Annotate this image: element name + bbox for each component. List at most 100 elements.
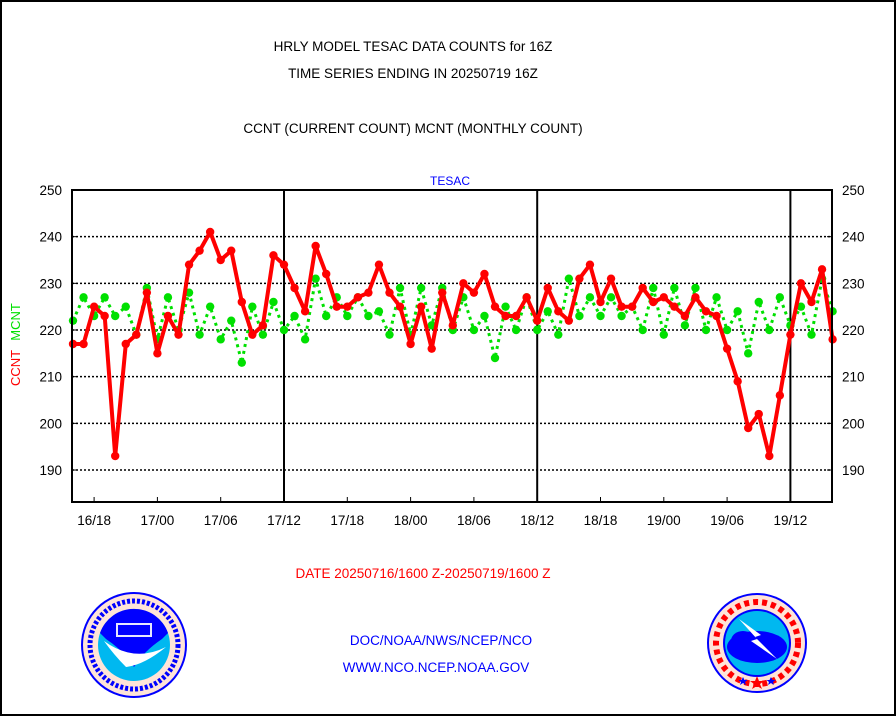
data-point-mcnt bbox=[300, 335, 310, 344]
data-point-mcnt bbox=[480, 311, 489, 321]
y-tick-label-right: 210 bbox=[842, 370, 865, 385]
data-point-mcnt bbox=[227, 316, 236, 325]
data-point-ccnt bbox=[269, 251, 278, 260]
data-point-ccnt bbox=[227, 246, 236, 255]
data-point-ccnt bbox=[817, 265, 827, 274]
data-point-mcnt bbox=[670, 283, 679, 293]
data-point-mcnt bbox=[659, 330, 668, 339]
data-point-ccnt bbox=[786, 330, 795, 339]
data-point-ccnt bbox=[522, 293, 531, 302]
data-point-mcnt bbox=[511, 325, 521, 335]
date-range: DATE 20250716/1600 Z-20250719/1600 Z bbox=[296, 566, 551, 581]
data-point-ccnt bbox=[606, 274, 616, 283]
data-point-mcnt bbox=[754, 297, 763, 307]
data-point-ccnt bbox=[691, 293, 700, 302]
y-tick-label-right: 190 bbox=[842, 463, 865, 478]
title-line2: TIME SERIES ENDING IN 20250719 16Z bbox=[288, 66, 538, 81]
x-ticks: 16/18 17/00 17/06 17/12 17/18 18/00 18/06 18/12… bbox=[77, 497, 807, 528]
data-point-ccnt bbox=[659, 293, 668, 302]
data-point-mcnt bbox=[638, 325, 647, 335]
data-point-mcnt bbox=[205, 302, 215, 311]
x-tick-label: 19/00 bbox=[647, 513, 681, 528]
x-tick-label: 18/06 bbox=[457, 513, 491, 528]
data-point-mcnt bbox=[248, 302, 257, 311]
data-point-mcnt bbox=[575, 311, 584, 321]
data-point-ccnt bbox=[100, 311, 109, 321]
data-point-ccnt bbox=[364, 288, 373, 297]
data-point-mcnt bbox=[543, 307, 552, 316]
data-point-mcnt bbox=[416, 283, 426, 293]
data-point-ccnt bbox=[585, 260, 595, 269]
data-point-ccnt bbox=[374, 260, 384, 269]
data-point-mcnt bbox=[722, 325, 732, 335]
data-point-ccnt bbox=[406, 339, 415, 349]
data-point-ccnt bbox=[184, 260, 194, 269]
data-point-ccnt bbox=[248, 330, 257, 339]
data-point-mcnt bbox=[163, 293, 173, 302]
data-point-ccnt bbox=[480, 269, 489, 279]
data-point-ccnt bbox=[300, 307, 310, 316]
x-tick-label: 19/12 bbox=[774, 513, 808, 528]
y-axis-label-ccnt: CCNT bbox=[8, 350, 23, 386]
data-point-mcnt bbox=[269, 297, 278, 307]
data-point-mcnt bbox=[617, 311, 626, 321]
data-point-ccnt bbox=[322, 269, 331, 279]
data-point-ccnt bbox=[395, 302, 405, 311]
data-point-ccnt bbox=[796, 279, 806, 288]
data-point-mcnt bbox=[744, 349, 753, 358]
data-point-ccnt bbox=[511, 311, 521, 321]
data-point-ccnt bbox=[205, 227, 215, 237]
data-point-mcnt bbox=[364, 311, 373, 321]
x-tick-label: 18/00 bbox=[394, 513, 428, 528]
data-point-mcnt bbox=[649, 283, 658, 293]
data-point-mcnt bbox=[796, 302, 806, 311]
y-tick-label-right: 230 bbox=[842, 276, 865, 291]
data-point-mcnt bbox=[596, 311, 605, 321]
x-tick-label: 18/18 bbox=[584, 513, 618, 528]
data-point-ccnt bbox=[427, 344, 436, 353]
data-point-ccnt bbox=[765, 451, 774, 461]
data-point-mcnt bbox=[111, 311, 120, 321]
data-point-ccnt bbox=[258, 321, 268, 330]
data-point-ccnt bbox=[438, 288, 447, 297]
data-point-ccnt bbox=[174, 330, 183, 339]
y-tick-label-left: 220 bbox=[39, 323, 62, 338]
noaa-logo bbox=[81, 592, 187, 698]
chart-subtitle: CCNT (CURRENT COUNT) MCNT (MONTHLY COUNT… bbox=[243, 121, 582, 136]
data-point-ccnt bbox=[195, 246, 204, 255]
data-point-ccnt bbox=[649, 297, 658, 307]
data-point-mcnt bbox=[733, 307, 742, 316]
website-link[interactable]: WWW.NCO.NCEP.NOAA.GOV bbox=[343, 660, 530, 675]
data-point-mcnt bbox=[533, 325, 542, 335]
x-tick-label: 17/12 bbox=[267, 513, 301, 528]
data-point-ccnt bbox=[343, 302, 352, 311]
data-point-ccnt bbox=[416, 302, 426, 311]
data-point-ccnt bbox=[638, 283, 647, 293]
data-point-mcnt bbox=[100, 293, 109, 302]
data-point-mcnt bbox=[585, 293, 595, 302]
data-point-ccnt bbox=[627, 302, 637, 311]
data-point-ccnt bbox=[543, 283, 552, 293]
data-point-mcnt bbox=[195, 330, 204, 339]
data-point-mcnt bbox=[290, 311, 299, 321]
data-point-ccnt bbox=[79, 339, 88, 349]
data-point-ccnt bbox=[89, 302, 99, 311]
y-tick-label-left: 240 bbox=[39, 230, 62, 245]
data-point-ccnt bbox=[121, 339, 130, 349]
data-point-mcnt bbox=[322, 311, 331, 321]
data-point-mcnt bbox=[606, 293, 616, 302]
series-layer bbox=[68, 227, 837, 461]
data-point-mcnt bbox=[279, 325, 289, 335]
y-tick-label-left: 210 bbox=[39, 370, 62, 385]
x-tick-label: 17/06 bbox=[204, 513, 238, 528]
data-point-mcnt bbox=[490, 353, 500, 363]
data-point-mcnt bbox=[258, 330, 268, 339]
data-point-ccnt bbox=[501, 311, 510, 321]
data-point-ccnt bbox=[701, 307, 711, 316]
data-point-ccnt bbox=[490, 302, 500, 311]
data-point-ccnt bbox=[290, 283, 299, 293]
x-tick-label: 17/18 bbox=[330, 513, 364, 528]
data-point-ccnt bbox=[448, 321, 457, 330]
